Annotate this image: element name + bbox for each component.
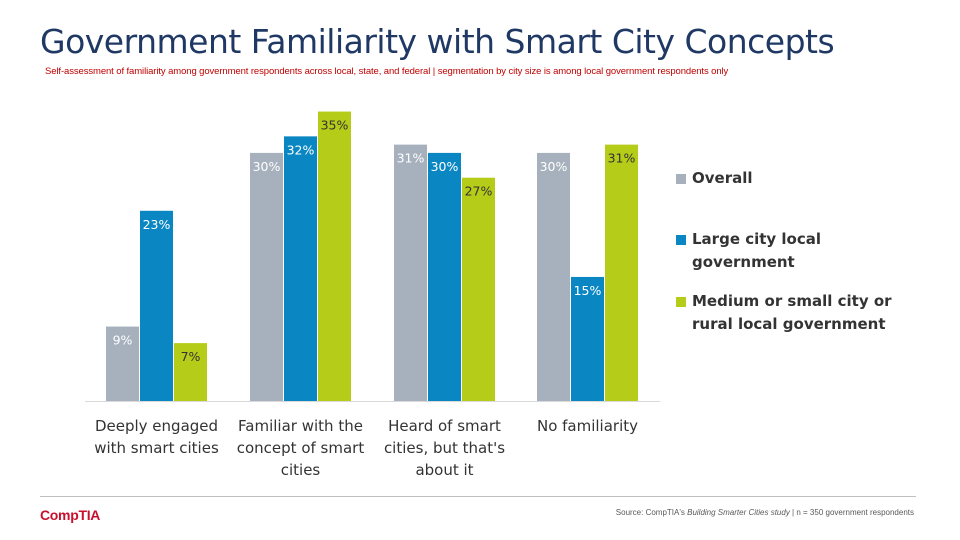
- source-study: Building Smarter Cities study: [687, 508, 790, 517]
- legend-swatch: [676, 174, 686, 184]
- category-label-line: Heard of smart: [388, 417, 501, 435]
- footer-divider: [40, 496, 916, 497]
- data-label-2-1: 23%: [143, 217, 171, 232]
- category-label-line: concept of smart: [237, 439, 365, 457]
- page-title: Government Familiarity with Smart City C…: [40, 22, 835, 61]
- category-label-3: Heard of smart cities, but that's about it: [384, 417, 505, 479]
- bar-2-3: [428, 152, 461, 401]
- category-label-2: Familiar with the concept of smart cities: [237, 417, 365, 479]
- legend-label: Overall: [692, 169, 753, 187]
- source-note: Source: CompTIA's Building Smarter Citie…: [616, 508, 914, 517]
- data-label-1-4: 30%: [540, 159, 568, 174]
- data-label-3-1: 7%: [181, 349, 201, 364]
- data-label-3-2: 35%: [321, 118, 349, 133]
- category-label-line: with smart cities: [94, 439, 219, 457]
- category-label-line: cities, but that's: [384, 439, 505, 457]
- legend-label: Large city local government: [692, 230, 822, 271]
- source-suffix: | n = 350 government respondents: [789, 508, 914, 517]
- category-label-line: about it: [415, 461, 473, 479]
- category-label-1: Deeply engaged with smart cities: [94, 417, 219, 457]
- category-label-line: No familiarity: [537, 417, 638, 435]
- legend-label: Medium or small city or rural local gover…: [692, 292, 892, 333]
- category-label-4: No familiarity: [537, 417, 638, 435]
- bar-3-2: [318, 111, 351, 402]
- legend-swatch: [676, 235, 686, 245]
- data-label-2-4: 15%: [574, 283, 602, 298]
- data-label-1-2: 30%: [253, 159, 281, 174]
- bar-3-3: [462, 177, 495, 401]
- bar-2-2: [284, 136, 317, 402]
- data-label-3-4: 31%: [608, 151, 636, 166]
- comptia-logo: CompTIA: [40, 507, 101, 523]
- bar-3-1: [174, 343, 207, 401]
- data-label-2-2: 32%: [287, 142, 315, 157]
- data-label-3-3: 27%: [465, 184, 493, 199]
- source-prefix: Source: CompTIA's: [615, 508, 688, 517]
- bar-2-4: [571, 276, 604, 401]
- bar-3-4: [605, 144, 638, 401]
- legend-swatch: [676, 297, 686, 307]
- bar-2-1: [140, 210, 173, 401]
- bar-1-2: [250, 152, 283, 401]
- category-label-line: Deeply engaged: [95, 417, 218, 435]
- bar-1-4: [537, 152, 570, 401]
- data-label-1-3: 31%: [397, 151, 425, 166]
- data-label-1-1: 9%: [113, 333, 133, 348]
- bar-1-1: [106, 326, 139, 401]
- page-subtitle: Self-assessment of familiarity among gov…: [45, 66, 729, 77]
- bar-1-3: [394, 144, 427, 401]
- data-label-2-3: 30%: [431, 159, 459, 174]
- category-label-line: cities: [281, 461, 321, 479]
- category-label-line: Familiar with the: [238, 417, 363, 435]
